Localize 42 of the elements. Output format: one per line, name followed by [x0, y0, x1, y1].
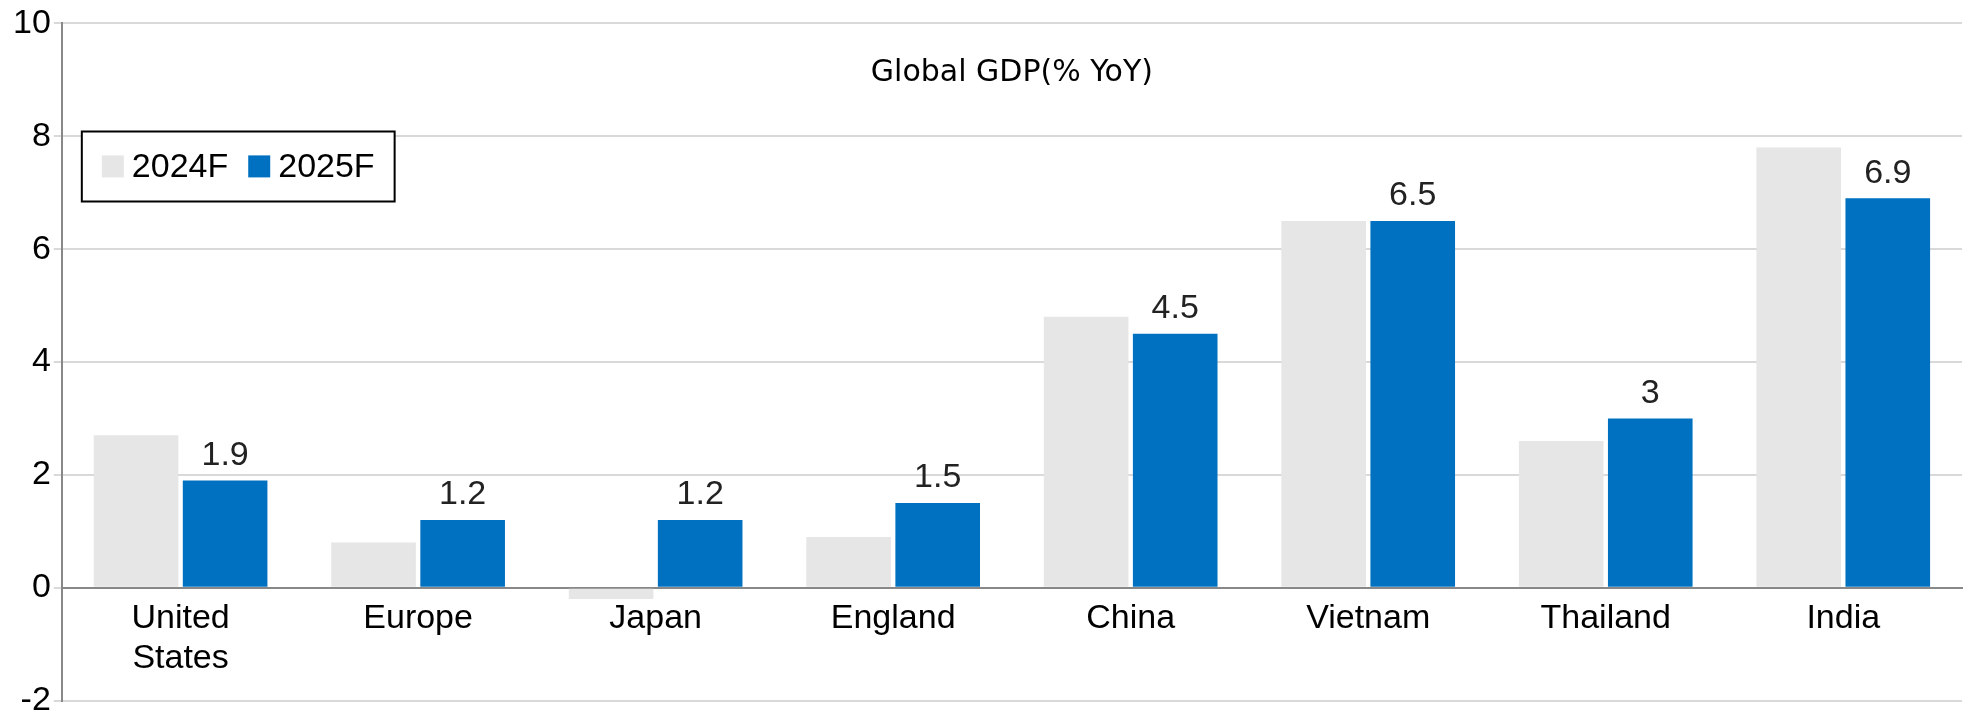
bar	[568, 588, 654, 600]
y-tick-label: 10	[12, 1, 51, 40]
bar	[657, 520, 743, 587]
data-label: 3	[1640, 371, 1660, 410]
x-tick-label: Europe	[363, 596, 473, 635]
bar	[1756, 147, 1842, 587]
data-label: 6.9	[1864, 151, 1912, 190]
x-tick-label: Japan	[609, 596, 702, 635]
data-label: 1.2	[439, 473, 487, 512]
data-label: 1.2	[676, 473, 724, 512]
y-tick-label: 6	[31, 227, 51, 266]
bar	[1607, 418, 1693, 587]
x-tick-label: United States	[131, 596, 230, 676]
data-label: 1.5	[914, 456, 962, 495]
bar	[331, 542, 416, 587]
x-tick-label: China	[1086, 596, 1176, 635]
y-tick-label: 0	[31, 566, 51, 605]
data-label: 4.5	[1151, 287, 1199, 326]
data-label: 1.9	[201, 433, 249, 472]
bar	[1518, 441, 1604, 587]
bar	[1132, 333, 1218, 587]
bar	[895, 503, 980, 587]
bar	[93, 435, 179, 587]
legend-label: 2025F	[278, 145, 375, 184]
y-tick-label: 4	[31, 340, 51, 379]
x-tick-label: India	[1806, 596, 1881, 635]
bar	[1281, 220, 1366, 587]
bar	[182, 480, 268, 587]
x-tick-label: England	[830, 596, 956, 635]
text: Global GDP(% YoY)	[870, 53, 1153, 89]
x-tick-label: Thailand	[1540, 596, 1671, 635]
y-tick-label: -2	[20, 678, 51, 717]
x-tick-label: Vietnam	[1306, 596, 1431, 635]
legend-label: 2024F	[131, 145, 229, 184]
bar	[806, 536, 891, 587]
bar	[1370, 220, 1456, 587]
bar	[420, 520, 505, 587]
bar	[1845, 198, 1931, 587]
bar	[1043, 316, 1129, 587]
data-label: 6.5	[1389, 174, 1437, 213]
y-tick-label: 8	[31, 114, 51, 153]
y-tick-label: 2	[31, 453, 51, 492]
